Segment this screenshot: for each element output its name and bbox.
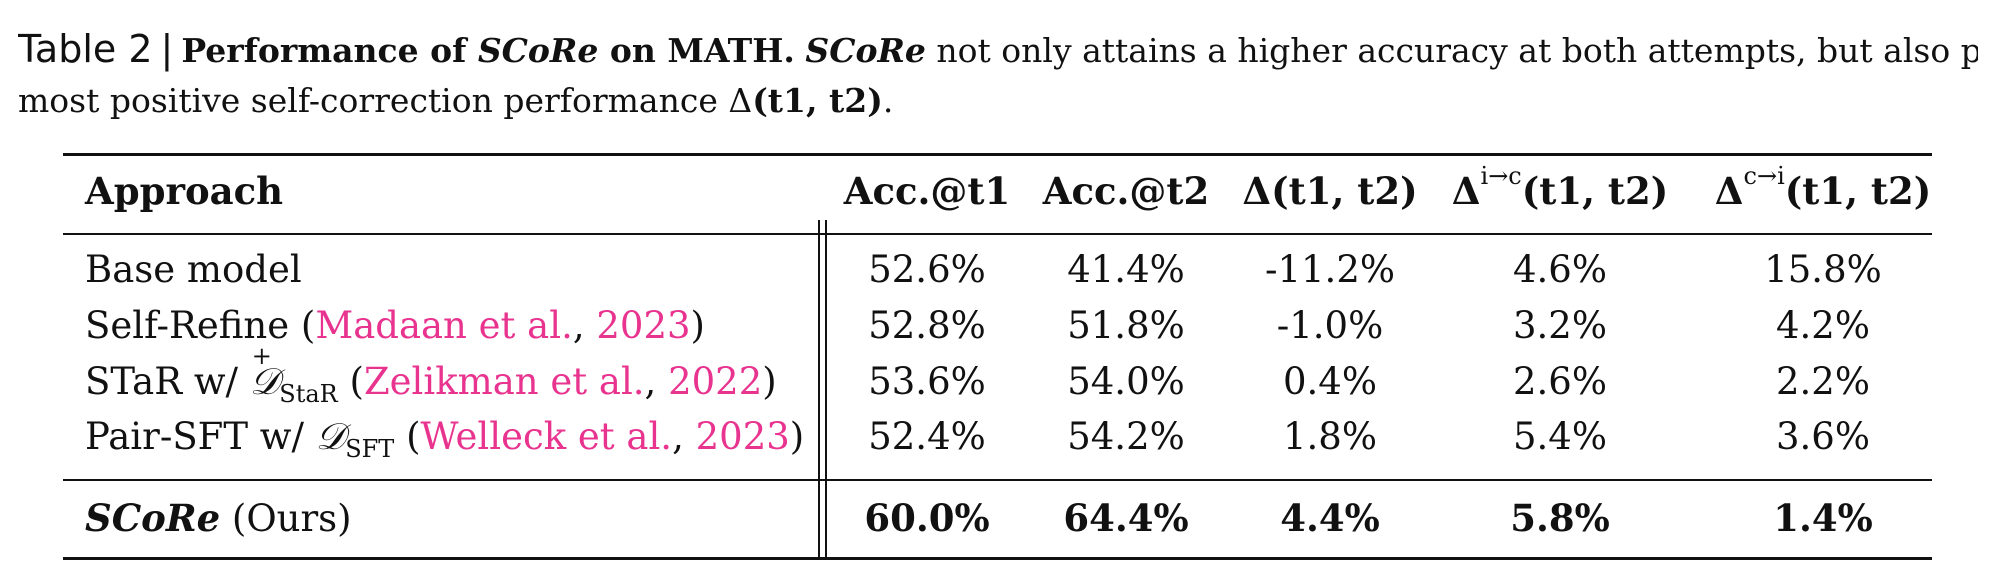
header-approach: Approach xyxy=(85,169,284,213)
bottom-rule xyxy=(63,557,1932,560)
header-delta: Δ(t1, t2) xyxy=(1242,169,1418,213)
row-star-delta-ic: 2.6% xyxy=(1513,360,1607,403)
row-base-model-acc-t1: 52.6% xyxy=(868,248,986,291)
row-self-refine-name: Self-Refine (Madaan et al., 2023) xyxy=(85,304,705,347)
column-divider-left xyxy=(818,220,820,560)
row-base-model-delta: -11.2% xyxy=(1264,248,1396,291)
row-score-delta-ci: 1.4% xyxy=(1773,496,1873,540)
row-self-refine-delta-ci: 4.2% xyxy=(1776,304,1870,347)
header-delta-i-to-c: Δi→c(t1, t2) xyxy=(1451,162,1669,213)
row-star-acc-t1: 53.6% xyxy=(868,360,986,403)
caption-label: Table 2 xyxy=(18,27,153,71)
caption-line-2: most positive self-correction performanc… xyxy=(18,81,894,120)
row-star-name: STaR w/ 𝒟 + StaR (Zelikman et al., 2022) xyxy=(85,342,777,408)
row-base-model-delta-ci: 15.8% xyxy=(1764,248,1882,291)
row-self-refine-acc-t1: 52.8% xyxy=(868,304,986,347)
row-base-model-delta-ic: 4.6% xyxy=(1513,248,1607,291)
row-pair-sft-acc-t2: 54.2% xyxy=(1067,415,1185,458)
row-pair-sft-delta-ci: 3.6% xyxy=(1776,415,1870,458)
column-divider-right xyxy=(825,220,827,560)
caption-text: not only attains a higher accuracy at bo… xyxy=(936,31,1978,70)
row-score-acc-t2: 64.4% xyxy=(1063,496,1189,540)
row-star-acc-t2: 54.0% xyxy=(1067,360,1185,403)
row-self-refine-delta-ic: 3.2% xyxy=(1513,304,1607,347)
row-self-refine-delta: -1.0% xyxy=(1276,304,1384,347)
top-rule xyxy=(63,153,1932,156)
caption-separator: | xyxy=(160,27,174,71)
citation-madaan-year-link[interactable]: 2023 xyxy=(596,304,691,347)
row-score-delta: 4.4% xyxy=(1280,496,1380,540)
row-base-model-acc-t2: 41.4% xyxy=(1067,248,1185,291)
row-star-delta-ci: 2.2% xyxy=(1776,360,1870,403)
caption-line-1: Table 2 | Performance of SCoRe on MATH. SC… xyxy=(18,24,1978,76)
citation-zelikman-link[interactable]: Zelikman et al. xyxy=(363,360,645,403)
row-pair-sft-delta: 1.8% xyxy=(1283,415,1377,458)
citation-madaan-link[interactable]: Madaan et al. xyxy=(315,304,573,347)
citation-welleck-year-link[interactable]: 2023 xyxy=(695,415,790,458)
row-score-delta-ic: 5.8% xyxy=(1510,496,1610,540)
citation-zelikman-year-link[interactable]: 2022 xyxy=(668,360,763,403)
math-d-sft: 𝒟 xyxy=(315,415,346,458)
header-acc-t2: Acc.@t2 xyxy=(1042,169,1210,213)
row-score-acc-t1: 60.0% xyxy=(864,496,990,540)
row-pair-sft-acc-t1: 52.4% xyxy=(868,415,986,458)
caption-title: Performance of SCoRe on MATH. xyxy=(181,31,795,70)
caption-score: SCoRe xyxy=(805,31,926,70)
math-d-star: 𝒟 + xyxy=(249,342,280,403)
header-rule xyxy=(63,233,1932,235)
results-table: Approach Acc.@t1 Acc.@t2 Δ(t1, t2) Δi→c(… xyxy=(63,153,1932,560)
row-base-model-name: Base model xyxy=(85,248,302,291)
row-pair-sft-delta-ic: 5.4% xyxy=(1513,415,1607,458)
row-star-delta: 0.4% xyxy=(1283,360,1377,403)
header-delta-c-to-i: Δc→i(t1, t2) xyxy=(1714,162,1932,213)
row-pair-sft-name: Pair-SFT w/ 𝒟SFT (Welleck et al., 2023) xyxy=(85,415,805,463)
table-caption: Table 2 | Performance of SCoRe on MATH. SC… xyxy=(18,24,1978,126)
row-self-refine-acc-t2: 51.8% xyxy=(1067,304,1185,347)
ours-rule xyxy=(63,479,1932,481)
citation-welleck-link[interactable]: Welleck et al. xyxy=(420,415,673,458)
header-acc-t1: Acc.@t1 xyxy=(843,169,1011,213)
row-score-name: SCoRe (Ours) xyxy=(85,496,352,540)
